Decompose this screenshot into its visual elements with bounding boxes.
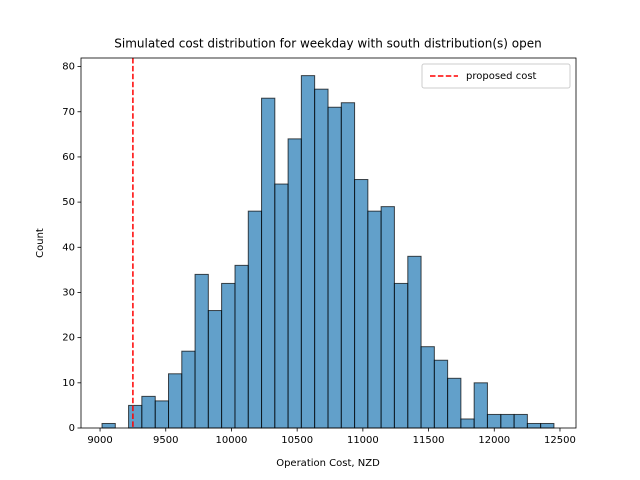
x-tick-label: 10000 <box>216 435 248 446</box>
bar <box>314 88 329 429</box>
y-tick-label: 0 <box>69 423 75 434</box>
chart-title: Simulated cost distribution for weekday … <box>114 37 541 51</box>
bar <box>513 413 528 429</box>
bar <box>287 138 302 429</box>
bar <box>247 210 263 429</box>
bar <box>500 413 515 429</box>
x-tick-label: 11000 <box>347 435 379 446</box>
x-tick-label: 12500 <box>544 435 576 446</box>
bar <box>354 179 369 429</box>
bar <box>327 106 342 429</box>
bar <box>526 422 542 429</box>
y-tick-label: 20 <box>62 333 75 344</box>
bar <box>473 382 488 429</box>
y-tick-label: 30 <box>62 287 75 298</box>
y-tick-label: 80 <box>62 62 75 73</box>
bar <box>261 97 276 429</box>
y-tick-label: 50 <box>62 197 75 208</box>
legend-box <box>421 63 571 89</box>
bar <box>207 310 223 429</box>
bar <box>181 350 196 429</box>
bar <box>447 377 462 429</box>
bar <box>221 282 236 429</box>
bar <box>141 395 156 429</box>
bar <box>393 282 409 429</box>
bar <box>486 413 502 429</box>
x-tick-label: 12000 <box>478 435 510 446</box>
y-tick-label: 10 <box>62 378 75 389</box>
y-tick-label: 60 <box>62 152 75 163</box>
bar <box>380 206 395 429</box>
bar <box>540 422 555 429</box>
bar <box>154 400 170 429</box>
y-tick-label: 40 <box>62 242 75 253</box>
legend-label: proposed cost <box>466 71 537 82</box>
x-tick-label: 10500 <box>281 435 313 446</box>
bar <box>274 183 289 429</box>
bar <box>407 255 422 429</box>
x-tick-label: 9500 <box>153 435 178 446</box>
x-axis-label: Operation Cost, NZD <box>276 458 380 469</box>
y-axis-label: Count <box>35 228 46 258</box>
y-tick-label: 70 <box>62 107 75 118</box>
bar <box>367 210 382 429</box>
bar <box>128 404 143 429</box>
bar <box>168 373 183 429</box>
bar <box>101 422 116 429</box>
bar <box>300 75 316 429</box>
bar <box>433 359 449 429</box>
x-tick-label: 11500 <box>413 435 445 446</box>
bar <box>460 418 475 429</box>
bar <box>420 346 435 429</box>
axes-frame <box>80 57 577 429</box>
x-tick-label: 9000 <box>87 435 112 446</box>
bar <box>194 273 209 429</box>
bar <box>340 102 356 429</box>
bar <box>234 264 249 429</box>
